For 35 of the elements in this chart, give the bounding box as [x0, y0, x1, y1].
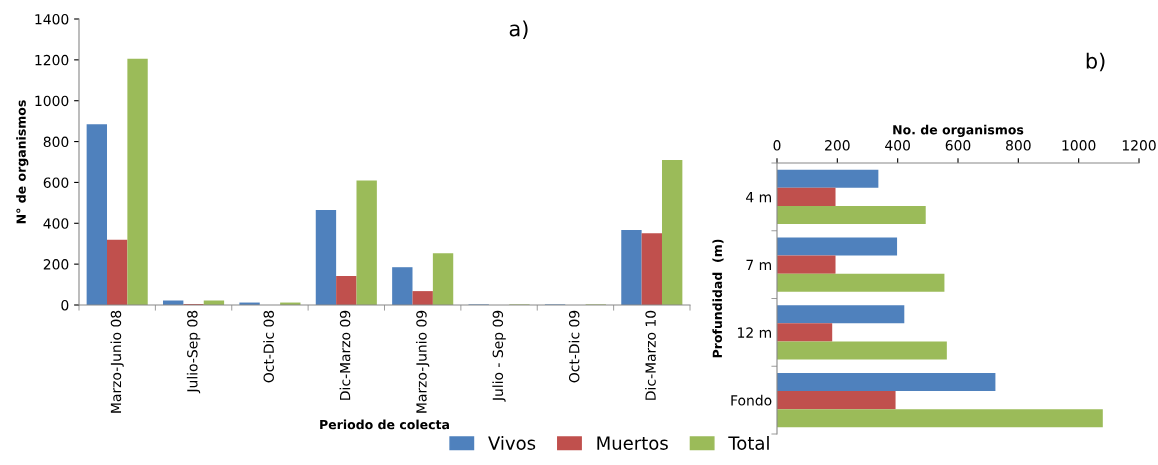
y-tick-label: 12 m: [738, 327, 771, 338]
legend-label: Muertos: [597, 436, 668, 450]
x-tick-label: Oct-Dic 09: [568, 310, 580, 383]
x-tick-label: Dic-Marzo 09: [339, 310, 351, 400]
chart-title: a): [509, 20, 528, 39]
x-tick-label: Oct-Dic 08: [263, 310, 274, 383]
x-tick-label: 1200: [1122, 140, 1156, 151]
y-tick-label: Fondo: [731, 394, 772, 406]
y-tick-label: 200: [43, 259, 69, 270]
y-axis-title: N° de organismos: [16, 100, 29, 224]
y-tick-label: 600: [43, 177, 69, 188]
y-tick-label: 0: [61, 299, 69, 311]
y-tick-label: 4 m: [746, 192, 771, 203]
x-axis-title: Periodo de colecta: [320, 419, 449, 430]
x-tick-label: 0: [773, 140, 781, 151]
legend-label: Vivos: [488, 435, 536, 450]
x-tick-label: Dic-Marzo 10: [645, 310, 656, 400]
x-tick-label: Marzo-Junio 09: [415, 310, 430, 413]
x-tick-label: Julio-Sep 08: [186, 310, 201, 394]
x-tick-label: Marzo-Junio 08: [110, 310, 124, 413]
y-tick-label: 7 m: [746, 259, 771, 270]
x-tick-label: 800: [1006, 140, 1031, 151]
x-tick-label: 400: [885, 140, 910, 151]
x-tick-label: Julio - Sep 09: [492, 310, 506, 402]
legend-label: Total: [728, 435, 769, 450]
y-tick-label: 1200: [35, 54, 69, 66]
x-tick-label: 1000: [1062, 140, 1096, 151]
y-tick-label: 1400: [35, 13, 69, 25]
y-axis-title: Profundidad (m): [712, 239, 724, 358]
chart-title: b): [1086, 52, 1105, 72]
x-tick-label: 200: [825, 140, 850, 151]
y-tick-label: 1000: [35, 95, 69, 107]
x-axis-title: No. de organismos: [893, 124, 1024, 137]
x-tick-label: 600: [945, 140, 971, 151]
y-tick-label: 400: [43, 218, 69, 229]
